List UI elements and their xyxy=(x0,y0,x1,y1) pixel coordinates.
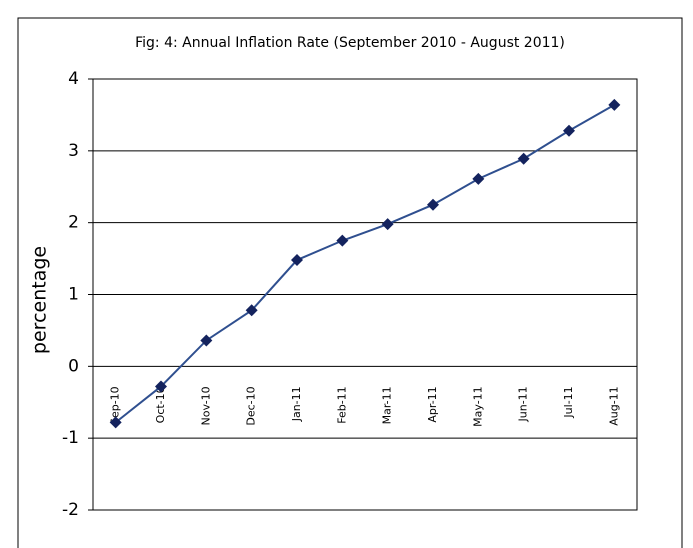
y-tick-label: 4 xyxy=(68,69,79,89)
data-point xyxy=(608,98,621,111)
x-tick-label: May-11 xyxy=(471,386,484,427)
y-tick-label: 2 xyxy=(68,213,79,233)
y-tick-label: 0 xyxy=(68,356,79,376)
y-tick-label: -1 xyxy=(62,428,79,448)
data-point xyxy=(517,152,530,165)
x-tick-label: Sep-10 xyxy=(109,386,122,425)
chart-frame xyxy=(17,17,683,548)
data-point xyxy=(200,334,213,347)
y-axis-label: percentage xyxy=(29,246,51,354)
x-tick-label: Apr-11 xyxy=(426,386,439,422)
data-point xyxy=(381,218,394,231)
x-tick-label: Jan-11 xyxy=(290,386,303,422)
x-tick-label: Feb-11 xyxy=(335,386,348,423)
data-point xyxy=(291,254,303,267)
data-point xyxy=(563,124,575,137)
x-tick-label: Jun-11 xyxy=(517,386,530,422)
data-point xyxy=(336,234,349,247)
data-point xyxy=(155,380,167,393)
x-tick-label: Aug-11 xyxy=(607,386,620,425)
data-point xyxy=(245,304,258,317)
y-tick-label: 3 xyxy=(68,141,79,161)
x-tick-label: Mar-11 xyxy=(381,386,394,424)
x-tick-label: Oct-10 xyxy=(154,386,167,423)
y-tick-label: -2 xyxy=(62,500,79,520)
data-point xyxy=(472,172,485,185)
y-tick-label: 1 xyxy=(68,285,79,305)
x-tick-label: Jul-11 xyxy=(562,386,575,418)
x-tick-label: Dec-10 xyxy=(245,386,258,425)
data-point xyxy=(109,416,122,429)
x-tick-label: Nov-10 xyxy=(199,386,212,425)
data-line xyxy=(115,103,615,424)
chart-title: Fig: 4: Annual Inflation Rate (September… xyxy=(135,35,565,51)
data-point xyxy=(427,198,439,211)
